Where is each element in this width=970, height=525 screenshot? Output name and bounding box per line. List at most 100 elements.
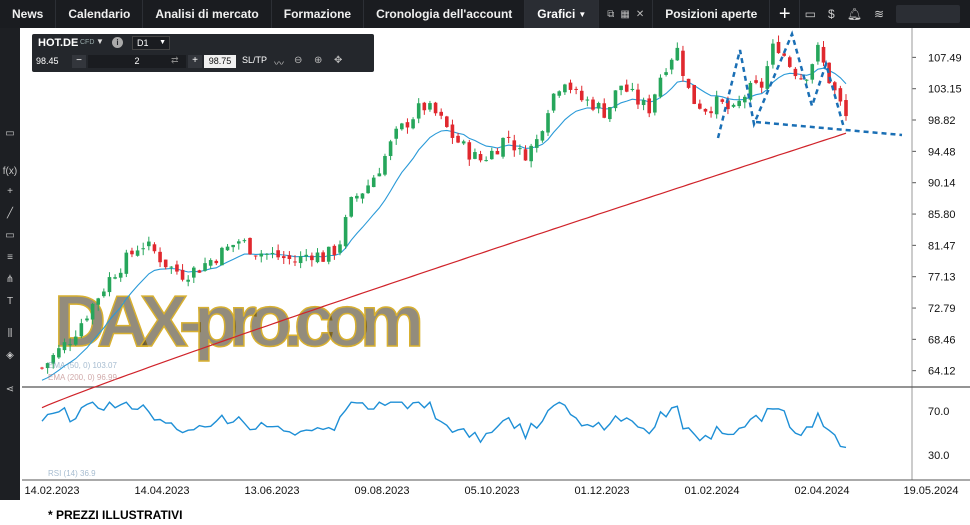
candle-body xyxy=(68,344,72,346)
quantity-input[interactable]: 2 xyxy=(88,55,186,68)
candle-body xyxy=(748,82,753,100)
layers-icon[interactable]: ◈ xyxy=(6,350,14,361)
candle-body xyxy=(624,84,629,92)
candle-body xyxy=(79,323,84,337)
chevron-down-icon[interactable]: ▼ xyxy=(96,37,104,46)
bell-icon[interactable]: 🔔︎ xyxy=(846,7,862,21)
dollar-icon[interactable]: $ xyxy=(828,7,835,21)
candle-body xyxy=(681,50,685,76)
candle-body xyxy=(821,46,826,63)
symbol-label[interactable]: HOT.DE xyxy=(38,37,79,49)
grid-icon[interactable]: ▦ xyxy=(620,8,630,20)
candle-body xyxy=(208,260,213,266)
crosshair-icon[interactable]: + xyxy=(7,186,13,197)
candle-body xyxy=(270,252,275,254)
candle-body xyxy=(664,72,668,75)
candle-body xyxy=(832,82,837,91)
candle-body xyxy=(169,266,174,268)
price-chart[interactable]: 107.49 103.15 98.82 94.48 90.14 85.80 81.47 77.… xyxy=(22,28,970,500)
rectangle-tool-icon[interactable]: ▭ xyxy=(5,230,15,241)
candle-body xyxy=(113,277,117,279)
candle-body xyxy=(377,173,382,177)
nav-tab-charts[interactable]: Grafici ▼ xyxy=(525,0,600,28)
account-selector[interactable] xyxy=(896,5,960,23)
price-axis-label: 85.80 xyxy=(928,209,956,221)
pitchfork-icon[interactable]: ⋔ xyxy=(5,274,15,285)
close-icon[interactable]: ✕ xyxy=(635,8,645,20)
price-axis-label: 68.46 xyxy=(928,334,956,346)
candle-body xyxy=(45,363,50,369)
candle-body xyxy=(827,62,831,84)
pattern-neckline xyxy=(755,120,903,137)
candle-body xyxy=(534,139,539,148)
fibonacci-icon[interactable]: ≡ xyxy=(7,252,13,263)
candle-body xyxy=(523,149,528,161)
instrument-widget[interactable]: HOT.DE CFD ▼ i D1 ▼ 98.45 − 2 ⇄ + 98.75 S… xyxy=(32,34,374,72)
swap-icon[interactable]: ⇄ xyxy=(171,55,179,65)
layout-icon[interactable]: ▭ xyxy=(804,7,817,21)
add-tab-button[interactable]: + xyxy=(770,0,801,28)
candle-body xyxy=(816,44,820,62)
nav-tab-2[interactable]: Analisi di mercato xyxy=(143,0,272,28)
date-axis-label: 05.10.2023 xyxy=(464,485,519,497)
candle-body xyxy=(754,80,758,83)
move-icon[interactable]: ✥ xyxy=(334,55,343,66)
candle-body xyxy=(203,263,207,271)
candle-body xyxy=(720,99,725,102)
chart-type-icon[interactable]: 〰 xyxy=(274,59,284,70)
candle-body xyxy=(287,255,292,260)
price-axis-label: 98.82 xyxy=(928,115,956,127)
nav-tab-positions[interactable]: Posizioni aperte xyxy=(653,0,771,28)
measure-icon[interactable]: ⫼ xyxy=(7,328,13,339)
candle-body xyxy=(501,137,505,157)
timeframe-select[interactable]: D1 ▼ xyxy=(132,36,170,50)
sltp-button[interactable]: SL/TP xyxy=(242,55,268,65)
nav-tab-1[interactable]: Calendario xyxy=(56,0,144,28)
sell-price-button[interactable]: 98.45 xyxy=(36,56,59,66)
pattern-head-shoulders xyxy=(716,30,846,139)
nav-tab-0[interactable]: News xyxy=(0,0,57,28)
candle-body xyxy=(321,252,325,262)
candle-body xyxy=(281,256,286,259)
price-axis-label: 81.47 xyxy=(928,240,956,252)
candle-body xyxy=(844,100,848,117)
popout-icon[interactable]: ⧉ xyxy=(607,8,615,20)
increase-quantity-button[interactable]: + xyxy=(188,55,202,68)
candle-body xyxy=(563,84,567,93)
price-axis-label: 94.48 xyxy=(928,146,956,158)
candle-body xyxy=(135,250,140,256)
candle-body xyxy=(57,348,61,358)
candle-body xyxy=(236,241,241,244)
candle-body xyxy=(40,367,44,369)
decrease-quantity-button[interactable]: − xyxy=(72,55,86,68)
text-tool-icon[interactable]: T xyxy=(6,296,14,307)
candle-body xyxy=(85,318,89,321)
candle-body xyxy=(90,303,95,320)
chevron-down-icon: ▼ xyxy=(578,9,587,19)
nav-tab-3[interactable]: Formazione xyxy=(272,0,365,28)
date-axis-label: 02.04.2024 xyxy=(794,485,849,497)
indicator-icon[interactable]: f(x) xyxy=(2,166,18,177)
template-icon[interactable]: ▭ xyxy=(5,128,15,139)
nav-tab-4[interactable]: Cronologia dell'account xyxy=(364,0,526,28)
chart-panel[interactable]: 107.49 103.15 98.82 94.48 90.14 85.80 81.47 77.… xyxy=(22,28,970,500)
instrument-type: CFD xyxy=(80,39,95,46)
zoom-out-icon[interactable]: ⊖ xyxy=(294,55,303,66)
drawing-toolbar: ▭ f(x) + ╱ ▭ ≡ ⋔ T ⫼ ◈ ⋖ xyxy=(0,28,20,500)
candle-body xyxy=(602,103,607,118)
candle-body xyxy=(445,116,449,127)
candle-body xyxy=(658,77,663,97)
candle-body xyxy=(298,256,303,264)
line-tool-icon[interactable]: ╱ xyxy=(6,208,14,219)
candle-body xyxy=(293,261,297,263)
price-axis-label: 64.12 xyxy=(928,366,956,378)
candle-body xyxy=(360,193,365,199)
candle-body xyxy=(669,59,674,70)
buy-price-button[interactable]: 98.75 xyxy=(204,55,236,68)
zoom-in-icon[interactable]: ⊕ xyxy=(314,55,323,66)
info-icon[interactable]: i xyxy=(112,37,123,48)
candle-body xyxy=(456,135,460,143)
candle-body xyxy=(546,113,550,133)
legend-ema200: EMA (200, 0) 96.99 xyxy=(48,373,117,382)
share-icon[interactable]: ⋖ xyxy=(5,384,15,395)
